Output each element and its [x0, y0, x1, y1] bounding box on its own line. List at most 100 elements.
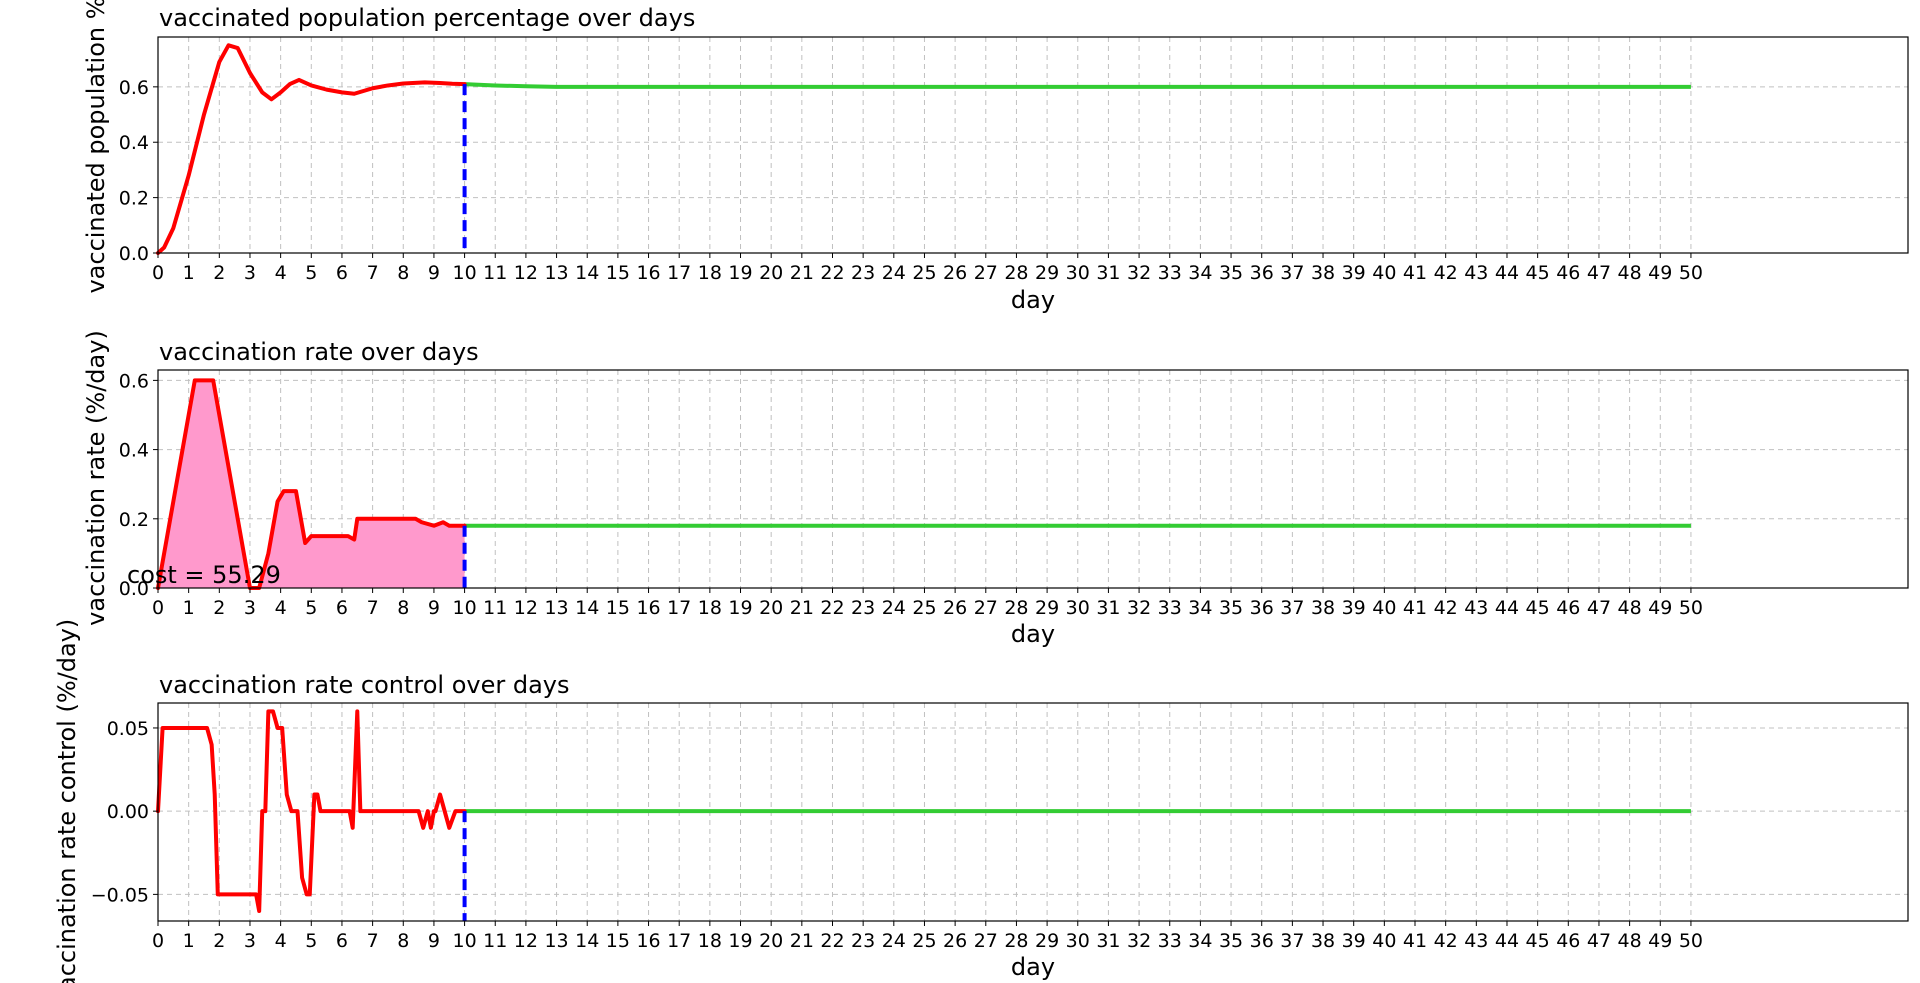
x-tick-label: 14 [575, 930, 599, 952]
y-axis-label-2: vaccination rate (%/day) [82, 330, 110, 626]
y-tick-label: −0.05 [91, 884, 149, 906]
x-tick-label: 6 [336, 597, 348, 619]
x-tick-label: 5 [305, 930, 317, 952]
x-tick-label: 21 [790, 930, 814, 952]
x-tick-label: 39 [1342, 930, 1366, 952]
x-tick-label: 23 [851, 597, 875, 619]
x-tick-label: 39 [1342, 262, 1366, 284]
x-tick-label: 5 [305, 597, 317, 619]
x-tick-label: 35 [1219, 930, 1243, 952]
x-tick-label: 41 [1403, 930, 1427, 952]
x-tick-label: 28 [1004, 597, 1028, 619]
x-tick-label: 13 [544, 930, 568, 952]
x-tick-label: 25 [912, 262, 936, 284]
x-tick-label: 45 [1526, 597, 1550, 619]
x-tick-label: 25 [912, 930, 936, 952]
x-tick-label: 14 [575, 597, 599, 619]
x-tick-label: 24 [882, 930, 906, 952]
x-tick-label: 16 [636, 597, 660, 619]
data-layer-3 [156, 709, 1691, 921]
x-tick-label: 20 [759, 262, 783, 284]
y-tick-label: 0.4 [119, 440, 149, 462]
x-tick-label: 32 [1127, 930, 1151, 952]
area-fill [158, 380, 465, 588]
x-tick-label: 29 [1035, 262, 1059, 284]
x-tick-label: 7 [367, 262, 379, 284]
y-tick-label: 0.2 [119, 188, 149, 210]
x-tick-label: 41 [1403, 262, 1427, 284]
x-tick-label: 11 [483, 930, 507, 952]
x-tick-label: 23 [851, 262, 875, 284]
x-tick-label: 26 [943, 930, 967, 952]
x-tick-label: 2 [213, 930, 225, 952]
x-tick-label: 24 [882, 597, 906, 619]
x-tick-label: 38 [1311, 262, 1335, 284]
x-tick-label: 10 [452, 262, 476, 284]
x-tick-label: 4 [275, 930, 287, 952]
x-tick-label: 9 [428, 597, 440, 619]
plot-frame-3 [157, 702, 1909, 922]
x-tick-label: 45 [1526, 262, 1550, 284]
x-tick-label: 40 [1372, 262, 1396, 284]
x-tick-label: 33 [1158, 930, 1182, 952]
x-axis-label-3: day [1011, 953, 1055, 981]
x-tick-label: 44 [1495, 930, 1519, 952]
x-tick-label: 15 [606, 597, 630, 619]
x-tick-label: 45 [1526, 930, 1550, 952]
x-tick-label: 18 [698, 597, 722, 619]
x-tick-label: 46 [1556, 262, 1580, 284]
cost-annotation: cost = 55.29 [127, 561, 281, 589]
x-tick-label: 27 [974, 930, 998, 952]
x-tick-label: 39 [1342, 597, 1366, 619]
x-tick-label: 48 [1618, 262, 1642, 284]
x-tick-label: 18 [698, 930, 722, 952]
grid-layer-1 [157, 37, 1908, 254]
x-tick-label: 11 [483, 262, 507, 284]
x-tick-label: 30 [1066, 597, 1090, 619]
x-tick-label: 47 [1587, 597, 1611, 619]
x-tick-label: 4 [275, 597, 287, 619]
y-tick-label: 0.0 [119, 578, 149, 600]
x-tick-label: 9 [428, 930, 440, 952]
y-tick-label: 0.0 [119, 243, 149, 265]
x-tick-label: 8 [397, 597, 409, 619]
x-tick-label: 43 [1464, 930, 1488, 952]
x-tick-label: 38 [1311, 597, 1335, 619]
x-tick-label: 5 [305, 262, 317, 284]
x-tick-label: 19 [728, 930, 752, 952]
x-tick-label: 31 [1096, 262, 1120, 284]
y-tick-label: 0.2 [119, 509, 149, 531]
x-tick-label: 30 [1066, 930, 1090, 952]
x-tick-label: 3 [244, 930, 256, 952]
x-tick-label: 24 [882, 262, 906, 284]
plot-frame-2 [157, 369, 1909, 589]
x-tick-label: 47 [1587, 930, 1611, 952]
x-tick-label: 27 [974, 262, 998, 284]
x-tick-label: 19 [728, 597, 752, 619]
x-tick-label: 44 [1495, 597, 1519, 619]
x-tick-label: 1 [183, 930, 195, 952]
data-layer-1 [156, 43, 1691, 255]
x-tick-label: 11 [483, 597, 507, 619]
x-tick-label: 46 [1556, 930, 1580, 952]
x-tick-label: 36 [1250, 597, 1274, 619]
x-tick-label: 34 [1188, 262, 1212, 284]
x-tick-label: 34 [1188, 930, 1212, 952]
plot-frame-1 [157, 36, 1909, 254]
x-tick-label: 42 [1434, 597, 1458, 619]
x-tick-label: 27 [974, 597, 998, 619]
x-tick-label: 30 [1066, 262, 1090, 284]
x-tick-label: 19 [728, 262, 752, 284]
x-tick-label: 3 [244, 597, 256, 619]
x-tick-label: 49 [1648, 930, 1672, 952]
x-tick-label: 44 [1495, 262, 1519, 284]
x-tick-label: 35 [1219, 597, 1243, 619]
x-tick-label: 8 [397, 930, 409, 952]
x-tick-label: 32 [1127, 597, 1151, 619]
x-tick-label: 47 [1587, 262, 1611, 284]
x-tick-label: 22 [820, 597, 844, 619]
x-tick-label: 22 [820, 930, 844, 952]
x-tick-label: 14 [575, 262, 599, 284]
